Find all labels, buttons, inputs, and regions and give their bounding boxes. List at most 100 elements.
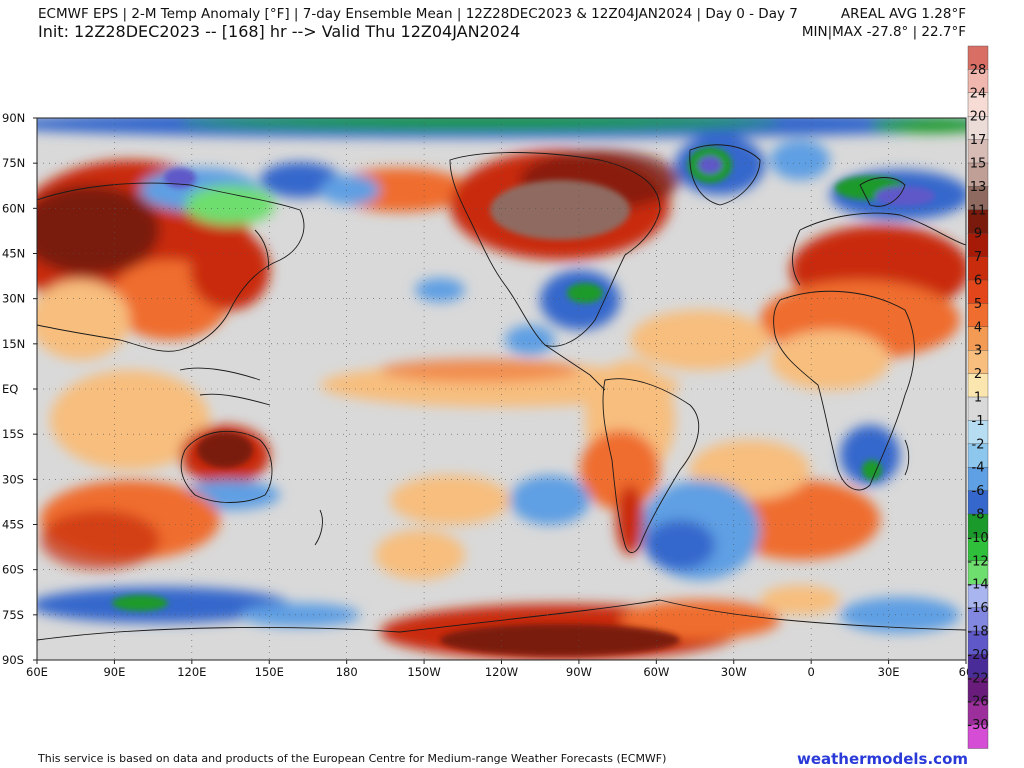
- anomaly-region: [164, 168, 196, 188]
- coastline: [314, 509, 323, 546]
- colorbar-label: 4: [974, 320, 982, 335]
- anomaly-region: [760, 585, 840, 615]
- latitude-tick-label: EQ: [2, 382, 18, 396]
- anomaly-region: [415, 278, 465, 302]
- latitude-tick-label: 60N: [2, 201, 25, 215]
- colorbar-label: -1: [972, 414, 985, 429]
- coastline: [773, 290, 915, 491]
- longitude-tick-label: 150W: [407, 665, 440, 679]
- anomaly-region: [40, 510, 160, 570]
- anomaly-region: [260, 162, 340, 198]
- longitude-tick-label: 0: [808, 665, 815, 679]
- colorbar-label: -14: [967, 578, 988, 593]
- colorbar-label: -8: [972, 508, 985, 523]
- anomaly-region: [875, 186, 935, 206]
- anomaly-region: [50, 370, 210, 470]
- anomaly-region: [380, 358, 580, 382]
- coastline: [544, 344, 606, 391]
- anomaly-region: [180, 118, 780, 130]
- colorbar-label: -4: [972, 461, 985, 476]
- colorbar-label: 1: [974, 391, 982, 406]
- coastline: [904, 439, 910, 476]
- areal-average: AREAL AVG 1.28°F: [840, 6, 966, 22]
- latitude-axis: 90N 75N 60N 45N 30N 15N EQ 15S 30S 45S 60S 75S 90S: [2, 111, 37, 667]
- anomaly-region: [240, 603, 360, 627]
- brand-link[interactable]: weathermodels.com: [796, 750, 968, 768]
- longitude-tick-label: 90W: [566, 665, 592, 679]
- colorbar-label: 24: [970, 86, 987, 101]
- colorbar-label: -30: [967, 718, 988, 733]
- colorbar-label: 6: [974, 274, 982, 289]
- longitude-tick-label: 120E: [177, 665, 206, 679]
- latitude-tick-label: 75N: [2, 156, 25, 170]
- anomaly-region: [698, 156, 722, 174]
- colorbar-label: -22: [967, 671, 988, 686]
- coastline: [859, 177, 906, 207]
- ecmwf-credit: This service is based on data and produc…: [38, 752, 667, 765]
- latitude-tick-label: 75S: [2, 608, 24, 622]
- coastline: [37, 599, 966, 641]
- longitude-tick-label: 90E: [103, 665, 125, 679]
- colorbar-label: 11: [970, 203, 987, 218]
- anomaly-region: [770, 330, 890, 390]
- anomaly-region: [840, 425, 900, 485]
- longitude-tick-label: 60E: [26, 665, 48, 679]
- anomaly-region: [190, 230, 270, 310]
- colorbar-label: 20: [970, 110, 987, 125]
- colorbar-label: -18: [967, 625, 988, 640]
- graticule: [37, 118, 966, 660]
- latitude-tick-label: 90S: [2, 653, 24, 667]
- colorbar-label: -16: [967, 601, 988, 616]
- anomaly-region: [567, 283, 603, 303]
- anomaly-region: [440, 624, 680, 656]
- anomaly-region: [185, 185, 275, 225]
- anomaly-region: [112, 595, 168, 611]
- colorbar-label: -10: [967, 531, 988, 546]
- longitude-axis: 60E 90E 120E 150E 180 150W 120W 90W 60W 30W 0 30E 60: [26, 660, 973, 679]
- colorbar-label: -2: [972, 437, 985, 452]
- latitude-tick-label: 90N: [2, 111, 25, 125]
- longitude-tick-label: 60W: [643, 665, 669, 679]
- init-valid-line: Init: 12Z28DEC2023 -- [168] hr --> Valid…: [38, 22, 521, 41]
- latitude-tick-label: 30N: [2, 292, 25, 306]
- colorbar: 28 24 20 17 15 13 11 9 7 6 5 4 3 2 1 -1 -2 -4 -6 -8 -10 -12 -1…: [967, 45, 989, 749]
- colorbar-label: 2: [974, 367, 982, 382]
- anomaly-region: [620, 600, 780, 640]
- colorbar-label: -6: [972, 484, 985, 499]
- colorbar-label: 13: [970, 180, 987, 195]
- anomaly-region: [630, 310, 770, 370]
- colorbar-label: -12: [967, 554, 988, 569]
- anomaly-region: [862, 460, 882, 480]
- longitude-tick-label: 120W: [485, 665, 518, 679]
- colorbar-label: -20: [967, 648, 988, 663]
- anomaly-field: [37, 118, 966, 660]
- anomaly-region: [505, 325, 555, 355]
- colorbar-label: 7: [974, 250, 982, 265]
- min-max-readout: MIN|MAX -27.8° | 22.7°F: [801, 24, 966, 40]
- anomaly-region: [197, 432, 253, 468]
- coastlines: [37, 144, 966, 641]
- anomaly-region: [320, 175, 380, 205]
- anomaly-region: [37, 185, 160, 275]
- colorbar-label: 28: [970, 63, 987, 78]
- latitude-tick-label: 30S: [2, 472, 24, 486]
- colorbar-label: 5: [974, 297, 982, 312]
- latitude-tick-label: 60S: [2, 563, 24, 577]
- anomaly-region: [510, 475, 590, 525]
- coastline: [254, 229, 269, 271]
- anomaly-region: [580, 430, 660, 510]
- anomaly-region: [720, 480, 880, 560]
- anomaly-region: [840, 597, 960, 633]
- latitude-tick-label: 15N: [2, 337, 25, 351]
- longitude-tick-label: 30E: [878, 665, 900, 679]
- longitude-tick-label: 180: [336, 665, 358, 679]
- colorbar-label: 3: [974, 344, 982, 359]
- latitude-tick-label: 45S: [2, 518, 24, 532]
- coastline: [689, 144, 761, 206]
- anomaly-region: [375, 530, 465, 580]
- colorbar-label: -26: [967, 695, 988, 710]
- coastline: [602, 378, 700, 553]
- anomaly-region: [490, 180, 630, 240]
- latitude-tick-label: 15S: [2, 427, 24, 441]
